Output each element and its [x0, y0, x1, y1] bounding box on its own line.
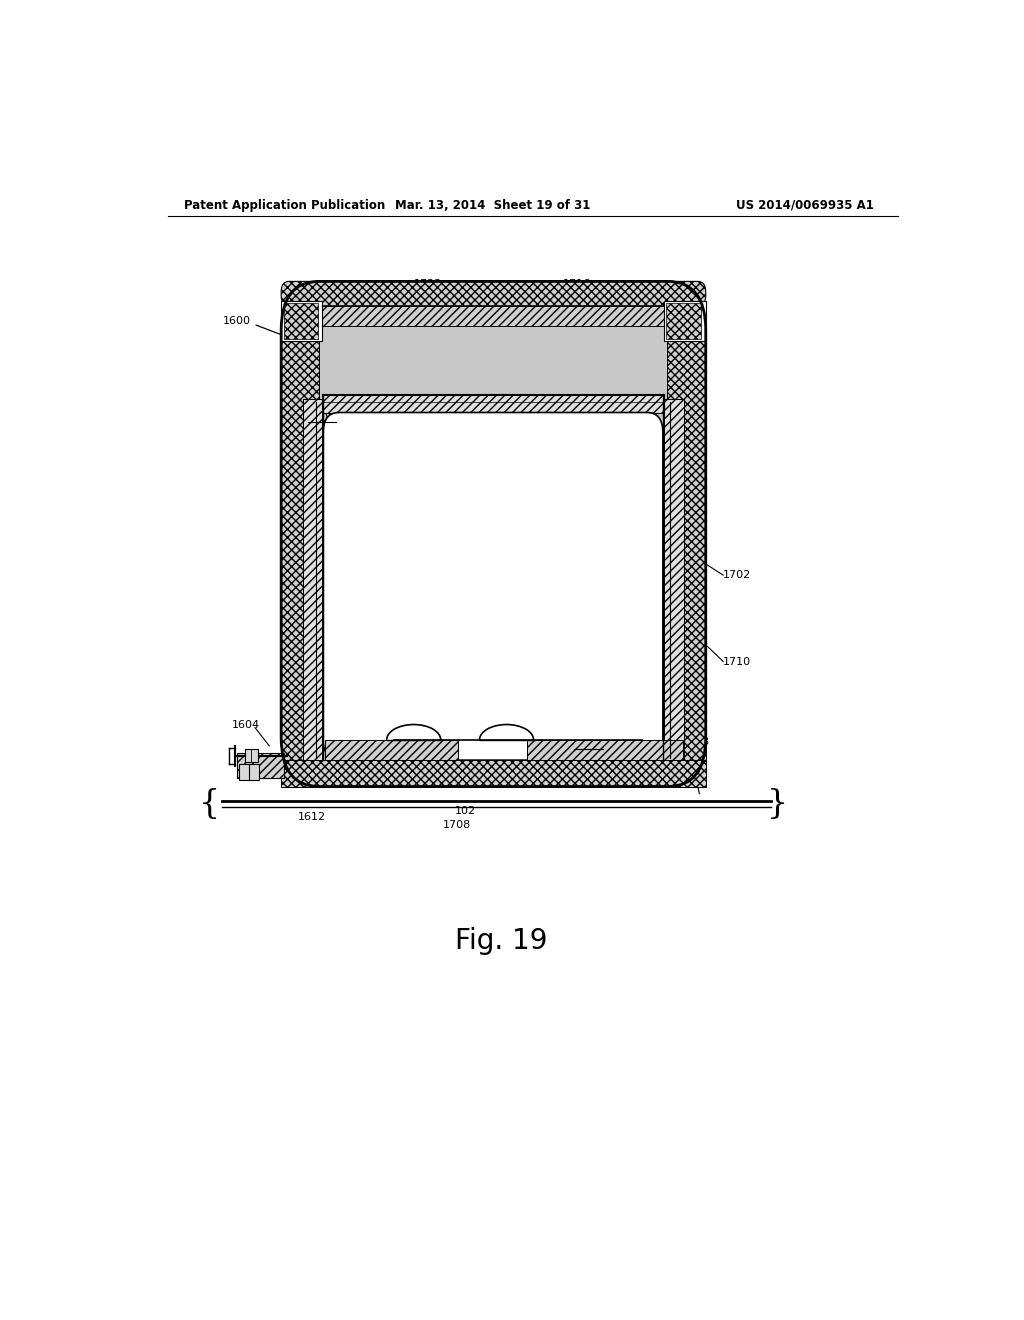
Text: US 2014/0069935 A1: US 2014/0069935 A1 — [736, 198, 873, 211]
Text: 1718: 1718 — [634, 293, 662, 302]
Bar — [665, 301, 706, 342]
Text: 1726: 1726 — [370, 726, 397, 735]
Text: 1704: 1704 — [574, 577, 602, 587]
Text: 1720: 1720 — [566, 438, 594, 447]
Text: 1600: 1600 — [223, 315, 251, 326]
Text: 102: 102 — [455, 807, 476, 816]
Bar — [282, 301, 319, 763]
FancyBboxPatch shape — [324, 412, 663, 760]
Text: 1602: 1602 — [574, 741, 602, 750]
Bar — [325, 739, 458, 760]
Text: 108: 108 — [689, 737, 711, 747]
FancyBboxPatch shape — [282, 281, 706, 306]
Text: 1716: 1716 — [563, 280, 591, 289]
Text: 1722: 1722 — [414, 280, 442, 289]
Text: Fig. 19: Fig. 19 — [455, 927, 547, 956]
Text: 1610: 1610 — [426, 705, 454, 714]
FancyBboxPatch shape — [282, 281, 706, 787]
Text: Mar. 13, 2014  Sheet 19 of 31: Mar. 13, 2014 Sheet 19 of 31 — [395, 198, 591, 211]
Text: 1700: 1700 — [348, 487, 377, 496]
Bar — [240, 764, 259, 780]
Text: 1702: 1702 — [723, 570, 752, 579]
Bar — [246, 748, 258, 762]
Text: 1614: 1614 — [336, 603, 365, 612]
Text: 1708: 1708 — [443, 820, 471, 830]
Text: 1604: 1604 — [231, 719, 259, 730]
Text: 1712: 1712 — [568, 714, 597, 725]
Text: }: } — [767, 788, 787, 820]
Text: 1726: 1726 — [473, 726, 502, 735]
Bar — [287, 306, 699, 326]
Text: Patent Application Publication: Patent Application Publication — [183, 198, 385, 211]
Text: 1612: 1612 — [298, 812, 327, 822]
Bar — [303, 399, 323, 760]
Text: {: { — [199, 788, 220, 820]
Bar — [527, 739, 683, 760]
Text: 1608: 1608 — [308, 413, 336, 422]
Bar — [237, 752, 285, 779]
Bar — [284, 302, 318, 339]
Text: 1706: 1706 — [574, 562, 602, 572]
Bar — [666, 302, 701, 339]
Text: 1724: 1724 — [487, 438, 516, 447]
Text: 1710: 1710 — [723, 656, 752, 667]
Bar — [282, 760, 706, 787]
Bar — [665, 399, 684, 760]
Bar — [282, 301, 323, 342]
Text: 1714: 1714 — [555, 645, 584, 655]
Bar — [667, 301, 706, 763]
Bar — [323, 395, 664, 412]
